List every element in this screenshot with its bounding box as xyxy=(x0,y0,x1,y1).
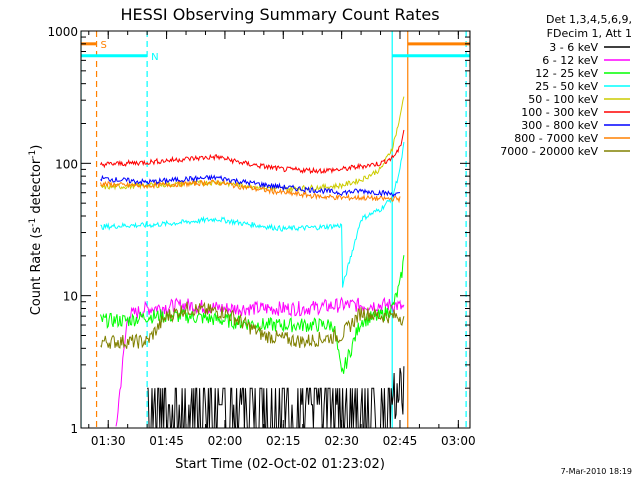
x-tick-label-3: 02:15 xyxy=(266,434,301,448)
series-line-25to50kev xyxy=(100,141,405,288)
y-tick-label-2: 100 xyxy=(55,157,78,171)
y-axis-label-mid: detector xyxy=(29,158,44,218)
series-line-6to12kev xyxy=(115,296,405,427)
flag-layer: SN xyxy=(81,40,470,63)
series-layer xyxy=(100,96,405,428)
series-line-300to800kev xyxy=(100,174,401,198)
series-line-7000to20000kev xyxy=(100,301,405,349)
legend-label-100to300kev: 100 - 300 keV xyxy=(521,106,598,119)
y-tick-label-3: 1000 xyxy=(47,25,78,39)
flag-label-n: N xyxy=(151,52,158,63)
x-axis-label: Start Time (02-Oct-02 01:23:02) xyxy=(175,457,385,472)
legend-label-25to50kev: 25 - 50 keV xyxy=(535,80,598,93)
legend-label-800to7000kev: 800 - 7000 keV xyxy=(514,132,598,145)
series-line-50to100kev xyxy=(100,96,405,193)
series-line-12to25kev xyxy=(100,255,405,374)
y-axis-label: Count Rate (s-1 detector-1) xyxy=(28,145,44,316)
x-tick-label-6: 03:00 xyxy=(441,434,476,448)
chart-title: HESSI Observing Summary Count Rates xyxy=(120,5,439,24)
y-tick-label-1: 10 xyxy=(63,290,78,304)
legend-header-line-1: Det 1,3,4,5,6,9, xyxy=(546,13,632,26)
x-tick-label-5: 02:45 xyxy=(383,434,418,448)
timestamp: 7-Mar-2010 18:19 xyxy=(561,467,632,476)
legend-label-3to6kev: 3 - 6 keV xyxy=(549,41,598,54)
series-line-100to300kev xyxy=(100,129,405,175)
x-tick-label-2: 02:00 xyxy=(208,434,243,448)
y-axis-label-sup1: -1 xyxy=(28,218,38,227)
legend-label-6to12kev: 6 - 12 keV xyxy=(542,54,598,67)
x-tick-label-0: 01:30 xyxy=(91,434,126,448)
flag-label-s: S xyxy=(101,40,107,51)
x-tick-label-1: 01:45 xyxy=(149,434,184,448)
y-axis-label-sup2: -1 xyxy=(28,150,38,159)
tick-layer: 01:30 01:45 02:00 02:15 02:30 02:45 03:00 1 10 10… xyxy=(47,25,475,448)
legend-label-50to100kev: 50 - 100 keV xyxy=(528,93,598,106)
plot-frame xyxy=(80,30,471,429)
series-line-800to7000kev xyxy=(100,179,401,204)
legend-label-12to25kev: 12 - 25 keV xyxy=(535,67,598,80)
legend-header-line-2: FDecim 1, Att 1 xyxy=(547,27,632,40)
y-tick-label-0: 1 xyxy=(70,422,78,436)
y-axis-label-end: ) xyxy=(29,145,44,150)
y-axis-label-main: Count Rate (s xyxy=(29,227,44,316)
x-tick-label-4: 02:30 xyxy=(324,434,359,448)
series-line-3to6kev xyxy=(147,366,405,428)
legend-label-300to800kev: 300 - 800 keV xyxy=(521,119,598,132)
marker-layer xyxy=(81,31,470,428)
legend-label-7000to20000kev: 7000 - 20000 keV xyxy=(500,145,598,158)
